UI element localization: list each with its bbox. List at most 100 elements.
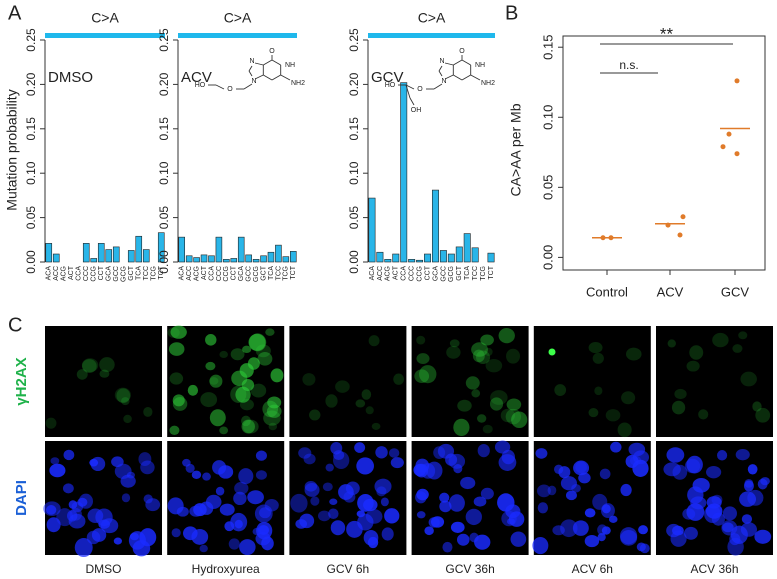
y-tick-label: 0.00 (157, 250, 171, 274)
gh2ax-stain (671, 400, 686, 415)
nucleus (610, 441, 622, 453)
x-tick-label: GCA (432, 266, 439, 282)
x-tick-label: ACA (179, 266, 186, 281)
nucleus (43, 501, 61, 517)
nucleus (228, 538, 240, 550)
nucleus (620, 483, 632, 497)
gh2ax-stain (548, 348, 556, 356)
nucleus (510, 531, 527, 547)
nucleus (572, 520, 589, 536)
x-tick-label: TCT (158, 265, 165, 279)
x-tick-label: CCA (208, 266, 215, 281)
nucleus (735, 449, 750, 461)
bar (416, 259, 424, 263)
gh2ax-stain (116, 388, 131, 404)
bar (193, 257, 200, 263)
gh2ax-stain (187, 384, 199, 396)
gh2ax-stain (200, 392, 218, 408)
y-tick-label: 0.20 (24, 72, 38, 96)
x-tick-label: CCA (401, 266, 408, 281)
nucleus (317, 510, 331, 522)
x-tick-label: ACG (193, 266, 200, 281)
gh2ax-stain (453, 418, 470, 436)
gh2ax-stain (219, 426, 229, 435)
bar (97, 243, 105, 263)
nucleus (299, 513, 315, 529)
nucleus (183, 526, 198, 541)
nucleus (182, 458, 191, 467)
micrograph (411, 326, 529, 437)
gh2ax-stain (465, 376, 480, 390)
gh2ax-stain (449, 339, 460, 348)
chemical-structure: O NH NH2 N N O HO OH (385, 48, 495, 114)
strip-band (368, 33, 495, 38)
gh2ax-stain (511, 411, 528, 429)
bar (431, 189, 439, 263)
nucleus (67, 510, 78, 522)
bar (384, 259, 392, 263)
y-tick-label: 0.05 (347, 206, 361, 230)
nucleus (388, 448, 400, 458)
significance-label: ** (660, 24, 674, 43)
point (726, 131, 732, 137)
strip-band (178, 33, 297, 38)
bar (142, 249, 150, 263)
gh2ax-stain (205, 334, 217, 346)
x-tick-label: CCT (424, 265, 431, 280)
bond (444, 74, 454, 80)
panel-label: A (8, 2, 22, 24)
nucleus (239, 539, 256, 556)
x-tick-label: GCA (238, 266, 245, 282)
x-tick-label: GCC (440, 266, 447, 282)
nucleus (49, 463, 66, 478)
gh2ax-stain (484, 347, 493, 356)
micrograph (289, 326, 407, 437)
nucleus (416, 511, 426, 519)
gh2ax-stain (698, 409, 709, 420)
gh2ax-stain (355, 399, 366, 408)
nucleus (747, 464, 758, 475)
bar (208, 255, 215, 263)
nucleus (310, 496, 320, 506)
atom-label: N (249, 58, 254, 65)
y-tick-label: 0.05 (157, 206, 171, 230)
nucleus (535, 448, 548, 459)
nucleus (537, 502, 549, 514)
gh2ax-stain (419, 365, 437, 384)
nucleus (62, 483, 74, 494)
atom-label: HO (385, 82, 396, 89)
bond (215, 84, 225, 90)
gh2ax-stain (209, 409, 226, 427)
nucleus (224, 521, 235, 532)
nucleus (629, 455, 642, 466)
gh2ax-stain (500, 408, 515, 423)
nucleus (68, 500, 78, 509)
x-tick-label: GCA (106, 266, 113, 282)
bond (254, 62, 264, 66)
x-tick-label: TCT (488, 265, 495, 279)
strip-band (45, 33, 165, 38)
bar (447, 253, 455, 263)
gh2ax-stain (230, 385, 247, 403)
gh2ax-stain (625, 347, 642, 361)
nucleus (686, 503, 705, 521)
gh2ax-stain (477, 414, 487, 423)
nucleus (460, 476, 476, 490)
bond (433, 83, 443, 90)
nucleus (113, 537, 122, 545)
nucleus (439, 492, 450, 503)
column-label: ACV 36h (690, 562, 738, 576)
x-tick-label: CCG (91, 266, 98, 282)
gh2ax-stain (257, 351, 273, 366)
gh2ax-stain (738, 331, 748, 340)
bond (438, 65, 443, 72)
nucleus (247, 490, 264, 505)
gh2ax-stain (393, 373, 405, 385)
bar (185, 255, 193, 263)
nucleus (215, 486, 225, 496)
nucleus (608, 515, 618, 523)
bond (248, 70, 253, 77)
bond (470, 74, 481, 81)
nucleus (255, 470, 267, 480)
